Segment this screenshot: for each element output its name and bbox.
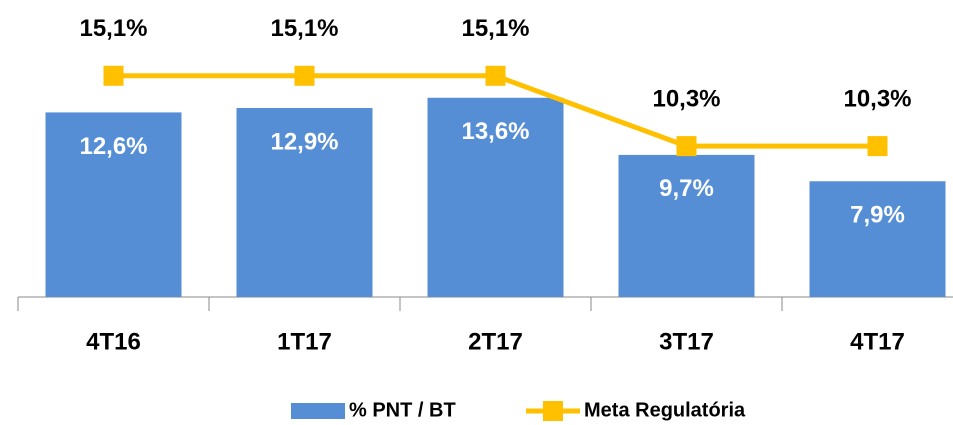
bar-value-label: 12,9%	[270, 128, 338, 155]
bar-value-label: 13,6%	[461, 118, 529, 145]
legend-label: % PNT / BT	[349, 399, 456, 421]
x-tick-label: 1T17	[277, 328, 332, 355]
x-tick-label: 4T17	[850, 328, 905, 355]
bar-value-label: 12,6%	[79, 133, 147, 160]
bar-value-label: 7,9%	[850, 202, 905, 229]
bar	[45, 112, 182, 297]
line-marker	[676, 136, 697, 157]
bar	[618, 154, 755, 297]
line-value-label: 10,3%	[843, 85, 911, 112]
bar	[809, 181, 946, 297]
legend-marker	[543, 401, 563, 421]
x-tick-label: 4T16	[86, 328, 141, 355]
bar	[236, 108, 373, 297]
line-marker	[294, 65, 315, 86]
line-value-label: 15,1%	[461, 15, 529, 42]
line-marker	[485, 65, 506, 86]
legend-label: Meta Regulatória	[584, 399, 746, 421]
line-value-label: 15,1%	[270, 15, 338, 42]
line-value-label: 15,1%	[79, 15, 147, 42]
bar	[427, 97, 564, 297]
line-marker	[867, 136, 888, 157]
bar-value-label: 9,7%	[659, 175, 714, 202]
x-tick-label: 2T17	[468, 328, 523, 355]
legend-swatch	[291, 403, 345, 419]
line-value-label: 10,3%	[652, 85, 720, 112]
x-tick-label: 3T17	[659, 328, 714, 355]
line-marker	[103, 65, 124, 86]
